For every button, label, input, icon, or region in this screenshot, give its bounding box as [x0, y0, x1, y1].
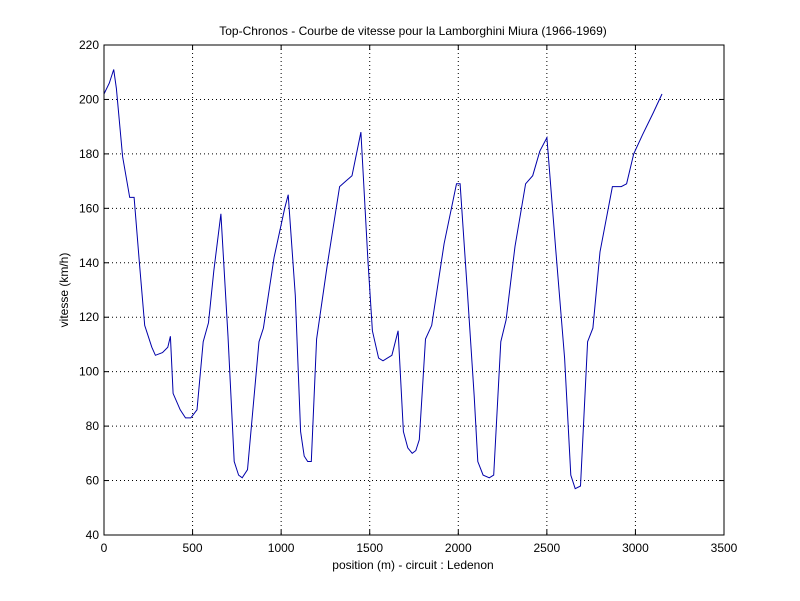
- x-axis-label: position (m) - circuit : Ledenon: [332, 558, 493, 572]
- y-tick-label: 40: [86, 528, 100, 542]
- y-tick-label: 180: [79, 147, 99, 161]
- x-tick-label: 1000: [268, 541, 295, 555]
- y-tick-label: 160: [79, 201, 99, 215]
- x-tick-label: 1500: [356, 541, 383, 555]
- axes-frame: [103, 44, 725, 536]
- y-tick-label: 200: [79, 92, 99, 106]
- x-tick-label: 2000: [445, 541, 472, 555]
- x-tick-label: 3000: [622, 541, 649, 555]
- y-tick-label: 120: [79, 310, 99, 324]
- y-tick-label: 100: [79, 365, 99, 379]
- y-tick-label: 80: [86, 419, 100, 433]
- chart-title: Top-Chronos - Courbe de vitesse pour la …: [219, 24, 607, 38]
- y-axis-label: vitesse (km/h): [57, 253, 71, 328]
- y-tick-label: 220: [79, 38, 99, 52]
- axis-tick-labels: 0 500 1000 1500 2000 2500 3000 3500 40 60 80 100 120…: [79, 38, 738, 555]
- x-tick-label: 500: [183, 541, 203, 555]
- axis-ticks: [103, 44, 725, 536]
- series-line: [103, 69, 663, 490]
- plot-area: [104, 45, 724, 535]
- x-tick-label: 2500: [534, 541, 561, 555]
- y-tick-label: 140: [79, 256, 99, 270]
- x-tick-label: 0: [101, 541, 108, 555]
- y-tick-label: 60: [86, 474, 100, 488]
- x-tick-label: 3500: [711, 541, 738, 555]
